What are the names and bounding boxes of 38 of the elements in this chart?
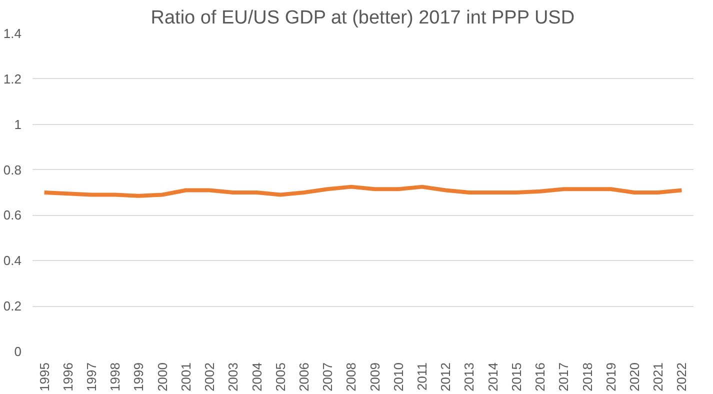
x-tick-label: 2009	[367, 362, 382, 392]
y-tick-label: 0.8	[3, 162, 22, 178]
x-tick-label: 2005	[272, 362, 288, 392]
x-tick-label: 1998	[108, 362, 123, 392]
y-tick-label: 0	[14, 344, 22, 359]
y-tick-label: 0.6	[3, 208, 22, 223]
x-tick-label: 2018	[580, 362, 595, 392]
x-tick-label: 2013	[462, 362, 477, 392]
x-tick-label: 2016	[532, 362, 548, 392]
y-tick-label: 0.2	[3, 298, 22, 314]
x-tick-label: 2022	[674, 362, 690, 392]
x-tick-label: 2004	[249, 362, 264, 392]
x-tick-label: 2007	[320, 362, 336, 392]
x-tick-label: 1995	[36, 362, 52, 392]
y-tick-label: 1.4	[3, 26, 22, 41]
x-tick-label: 2001	[178, 362, 194, 392]
x-tick-label: 1996	[60, 362, 76, 392]
y-tick-label: 0.4	[3, 253, 22, 268]
x-tick-label: 2020	[626, 362, 642, 392]
x-tick-label: 2010	[390, 362, 406, 392]
x-tick-label: 2019	[603, 362, 618, 392]
x-tick-label: 2000	[154, 362, 170, 392]
x-tick-label: 1999	[131, 362, 146, 392]
y-tick-label: 1	[14, 116, 22, 132]
x-tick-label: 2006	[296, 362, 312, 392]
x-tick-label: 1997	[84, 362, 100, 392]
chart-title: Ratio of EU/US GDP at (better) 2017 int PPP USD	[150, 8, 575, 28]
x-tick-label: 2012	[438, 362, 454, 392]
x-tick-label: 2014	[485, 362, 500, 392]
line-series	[42, 184, 684, 198]
x-tick-label: 2021	[650, 362, 666, 392]
x-tick-label: 2008	[344, 362, 359, 392]
x-tick-label: 2011	[414, 362, 430, 390]
x-tick-label: 2003	[226, 362, 241, 392]
y-tick-label: 1.2	[3, 71, 22, 86]
x-tick-label: 2002	[202, 362, 218, 392]
x-tick-label: 2015	[508, 362, 524, 392]
x-tick-label: 2017	[556, 362, 572, 392]
